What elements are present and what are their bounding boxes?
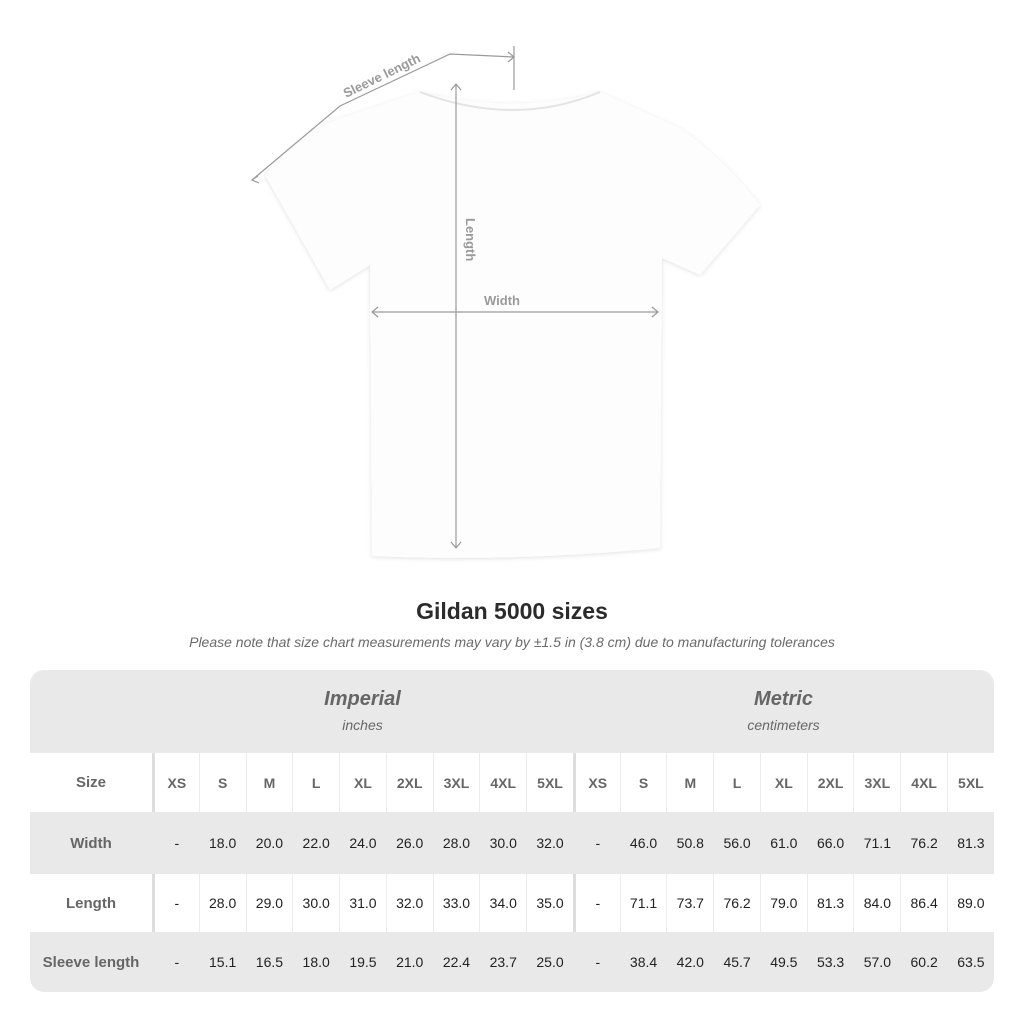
table-cell: 18.0 — [292, 932, 339, 992]
table-cell: 18.0 — [198, 812, 246, 874]
table-cell: 33.0 — [432, 874, 480, 932]
tolerance-note: Please note that size chart measurements… — [189, 634, 835, 650]
table-cell: 20.0 — [245, 812, 293, 874]
table-cell: XL — [339, 753, 386, 812]
table-cell: 3XL — [853, 753, 900, 812]
table-cell: 34.0 — [479, 874, 526, 932]
table-cell: 89.0 — [947, 874, 994, 932]
table-cell: XS — [572, 753, 620, 812]
table-cell: 5XL — [526, 753, 573, 812]
table-cell: 49.5 — [759, 932, 807, 992]
table-cell: S — [619, 753, 667, 812]
table-cell: 76.2 — [900, 812, 947, 874]
table-cell: 5XL — [947, 753, 994, 812]
row-label: Size — [75, 774, 106, 791]
table-cell: 73.7 — [666, 874, 713, 932]
table-cell: 81.3 — [806, 874, 854, 932]
row-label: Length — [66, 894, 116, 912]
table-cell: 21.0 — [385, 932, 433, 992]
table-cell: 45.7 — [713, 932, 760, 992]
tshirt-diagram: Sleeve length Length Width — [250, 46, 760, 558]
metric-title: Metric — [754, 688, 813, 710]
table-cell: 32.0 — [385, 874, 433, 932]
table-cell: 66.0 — [806, 812, 854, 874]
table-cell: XS — [152, 753, 199, 812]
table-cell: 50.8 — [666, 812, 713, 874]
imperial-title: Imperial — [324, 688, 401, 710]
table-cell: 16.5 — [245, 932, 293, 992]
table-cell: 22.4 — [432, 932, 480, 992]
table-cell: 71.1 — [619, 874, 667, 932]
page-title: Gildan 5000 sizes — [416, 598, 608, 624]
table-cell: 28.0 — [198, 874, 246, 932]
table-cell: 19.5 — [339, 932, 386, 992]
table-cell: S — [198, 753, 246, 812]
imperial-header: Imperial inches — [152, 670, 573, 753]
table-cell: 2XL — [385, 753, 433, 812]
table-cell: 3XL — [432, 753, 480, 812]
imperial-unit: inches — [342, 717, 383, 733]
table-cell: 60.2 — [900, 932, 947, 992]
table-cell: 76.2 — [713, 874, 760, 932]
metric-header: Metric centimeters — [573, 670, 994, 753]
sleeve-length-label: Sleeve length — [341, 50, 423, 100]
table-cell: 53.3 — [806, 932, 854, 992]
table-cell: - — [572, 932, 620, 992]
table-cell: 26.0 — [385, 812, 433, 874]
table-cell: 31.0 — [339, 874, 386, 932]
table-cell: - — [152, 812, 199, 874]
table-cell: M — [666, 753, 713, 812]
table-cell: 22.0 — [292, 812, 339, 874]
table-row: Sleeve length -15.1 16.5 18.0 19.5 21.0 22.4 23… — [30, 932, 994, 992]
table-cell: 25.0 — [526, 932, 573, 992]
table-cell: 32.0 — [526, 812, 573, 874]
table-cell: M — [245, 753, 293, 812]
size-table: Imperial inches Metric centimeters Size X… — [30, 670, 994, 992]
table-cell: 35.0 — [526, 874, 573, 932]
table-cell: 4XL — [900, 753, 947, 812]
table-cell: 84.0 — [853, 874, 900, 932]
table-cell: - — [572, 812, 620, 874]
table-cell: XL — [759, 753, 807, 812]
table-cell: - — [152, 932, 199, 992]
table-cell: 57.0 — [853, 932, 900, 992]
table-cell: 42.0 — [666, 932, 713, 992]
table-cell: 24.0 — [339, 812, 386, 874]
table-cell: 29.0 — [245, 874, 293, 932]
table-cell: - — [572, 874, 620, 932]
table-cell: 71.1 — [853, 812, 900, 874]
table-cell: 38.4 — [619, 932, 667, 992]
size-header-row: Size XS S M L XL 2XL 3XL 4XL 5XL XS S M L XL 2XL 3XL 4XL 5… — [30, 753, 994, 812]
table-row: Width -18.0 20.0 22.0 24.0 26.0 28.0 30.0 32.0-4… — [30, 812, 994, 874]
tshirt-shape — [265, 92, 760, 558]
table-cell: 2XL — [806, 753, 854, 812]
row-label: Width — [70, 834, 112, 852]
width-label: Width — [484, 293, 520, 308]
table-cell: - — [152, 874, 199, 932]
table-cell: 30.0 — [479, 812, 526, 874]
table-row: Length -28.0 29.0 30.0 31.0 32.0 33.0 34.0 35.0-… — [30, 874, 994, 932]
table-cell: 61.0 — [759, 812, 807, 874]
table-cell: 15.1 — [198, 932, 246, 992]
table-cell: 4XL — [479, 753, 526, 812]
metric-unit: centimeters — [747, 717, 820, 733]
table-cell: 86.4 — [900, 874, 947, 932]
table-cell: 46.0 — [619, 812, 667, 874]
table-cell: 30.0 — [292, 874, 339, 932]
table-cell: 23.7 — [479, 932, 526, 992]
table-cell: L — [713, 753, 760, 812]
length-label: Length — [463, 218, 478, 261]
table-cell: 56.0 — [713, 812, 760, 874]
table-cell: L — [292, 753, 339, 812]
row-label: Sleeve length — [42, 953, 140, 971]
table-cell: 79.0 — [759, 874, 807, 932]
table-cell: 63.5 — [947, 932, 994, 992]
table-cell: 28.0 — [432, 812, 480, 874]
table-cell: 81.3 — [947, 812, 994, 874]
